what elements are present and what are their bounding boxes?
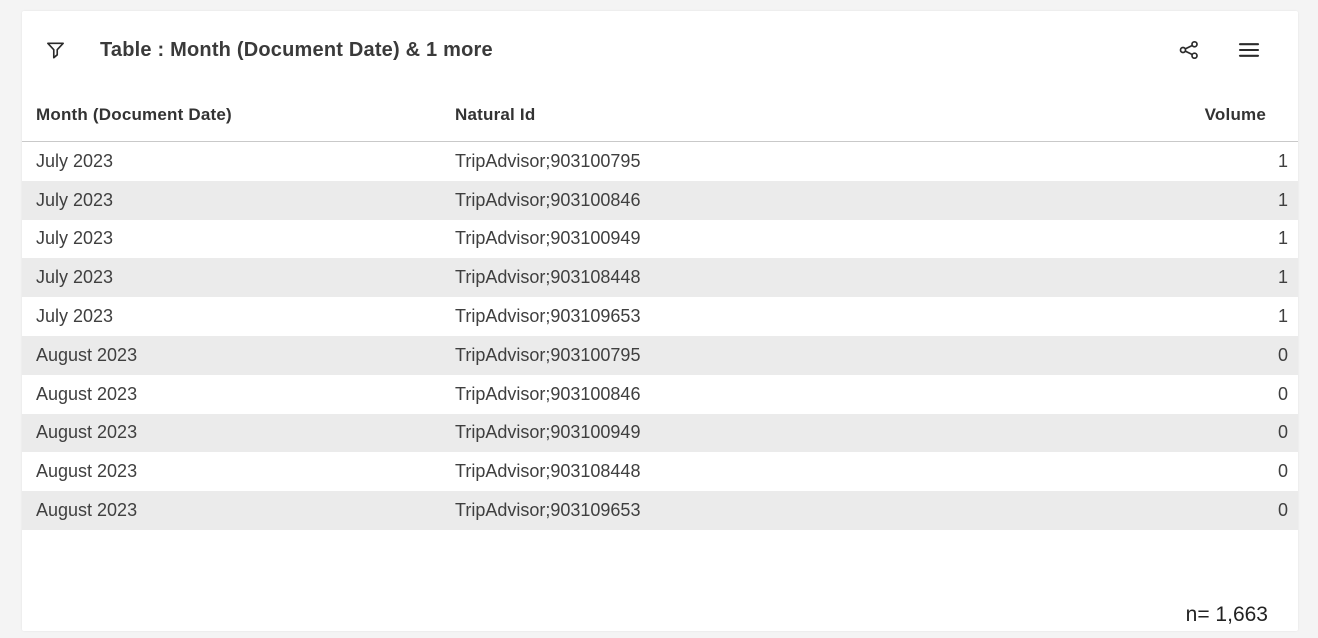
table-widget: Table : Month (Document Date) & 1 more xyxy=(22,11,1298,631)
cell-month: July 2023 xyxy=(36,150,114,171)
column-header-month: Month (Document Date) xyxy=(22,89,455,142)
table-header-row: Month (Document Date) Natural Id Volume xyxy=(22,89,1298,142)
filter-funnel-icon[interactable] xyxy=(42,37,68,63)
cell-natural-id: TripAdvisor;903100846 xyxy=(455,383,641,404)
cell-natural-id: TripAdvisor;903100795 xyxy=(455,344,641,365)
data-table: Month (Document Date) Natural Id Volume … xyxy=(22,89,1298,530)
cell-month: August 2023 xyxy=(36,500,138,521)
share-icon[interactable] xyxy=(1176,37,1202,63)
cell-natural-id: TripAdvisor;903108448 xyxy=(455,267,641,288)
cell-volume: 1 xyxy=(1277,306,1288,327)
cell-month: August 2023 xyxy=(36,344,138,365)
cell-natural-id: TripAdvisor;903100795 xyxy=(455,150,641,171)
cell-volume: 0 xyxy=(1277,344,1288,365)
cell-month: July 2023 xyxy=(36,228,114,249)
cell-natural-id: TripAdvisor;903100846 xyxy=(455,189,641,210)
cell-natural-id: TripAdvisor;903100949 xyxy=(455,228,641,249)
table-header: Month (Document Date) Natural Id Volume xyxy=(22,89,1298,142)
cell-month: August 2023 xyxy=(36,383,138,404)
table-row[interactable]: August 2023 TripAdvisor;903100846 0 xyxy=(22,375,1298,414)
cell-volume: 1 xyxy=(1277,228,1288,249)
table-row[interactable]: July 2023 TripAdvisor;903100795 1 xyxy=(22,142,1298,181)
cell-month: July 2023 xyxy=(36,267,114,288)
widget-title: Table : Month (Document Date) & 1 more xyxy=(100,38,493,61)
table-row[interactable]: July 2023 TripAdvisor;903100846 1 xyxy=(22,180,1298,220)
cell-volume: 0 xyxy=(1277,383,1288,404)
table-row[interactable]: July 2023 TripAdvisor;903109653 1 xyxy=(22,297,1298,336)
table-row[interactable]: August 2023 TripAdvisor;903100795 0 xyxy=(22,335,1298,375)
table-row[interactable]: August 2023 TripAdvisor;903109653 0 xyxy=(22,491,1298,530)
cell-month: July 2023 xyxy=(36,306,114,327)
cell-volume: 0 xyxy=(1277,461,1288,482)
cell-volume: 0 xyxy=(1277,422,1288,443)
cell-natural-id: TripAdvisor;903109653 xyxy=(455,500,641,521)
table-row[interactable]: July 2023 TripAdvisor;903100949 1 xyxy=(22,220,1298,259)
hamburger-menu-icon[interactable] xyxy=(1236,37,1262,63)
cell-volume: 0 xyxy=(1277,500,1288,521)
cell-natural-id: TripAdvisor;903100949 xyxy=(455,422,641,443)
widget-footer: n= 1,663 xyxy=(22,530,1298,631)
cell-natural-id: TripAdvisor;903109653 xyxy=(455,306,641,327)
cell-volume: 1 xyxy=(1277,150,1288,171)
table-row[interactable]: August 2023 TripAdvisor;903100949 0 xyxy=(22,413,1298,453)
cell-volume: 1 xyxy=(1277,189,1288,210)
cell-volume: 1 xyxy=(1277,267,1288,288)
column-header-natural-id: Natural Id xyxy=(455,89,975,142)
cell-natural-id: TripAdvisor;903108448 xyxy=(455,461,641,482)
table-row[interactable]: July 2023 TripAdvisor;903108448 1 xyxy=(22,258,1298,298)
cell-month: July 2023 xyxy=(36,189,114,210)
table-row[interactable]: August 2023 TripAdvisor;903108448 0 xyxy=(22,452,1298,491)
table-body: July 2023 TripAdvisor;903100795 1 July 2023… xyxy=(22,142,1298,530)
header-actions xyxy=(1176,37,1262,63)
cell-month: August 2023 xyxy=(36,461,138,482)
cell-month: August 2023 xyxy=(36,422,138,443)
sample-size-label: n= 1,663 xyxy=(1185,603,1268,626)
column-header-volume: Volume xyxy=(975,89,1298,142)
widget-header: Table : Month (Document Date) & 1 more xyxy=(22,11,1298,89)
